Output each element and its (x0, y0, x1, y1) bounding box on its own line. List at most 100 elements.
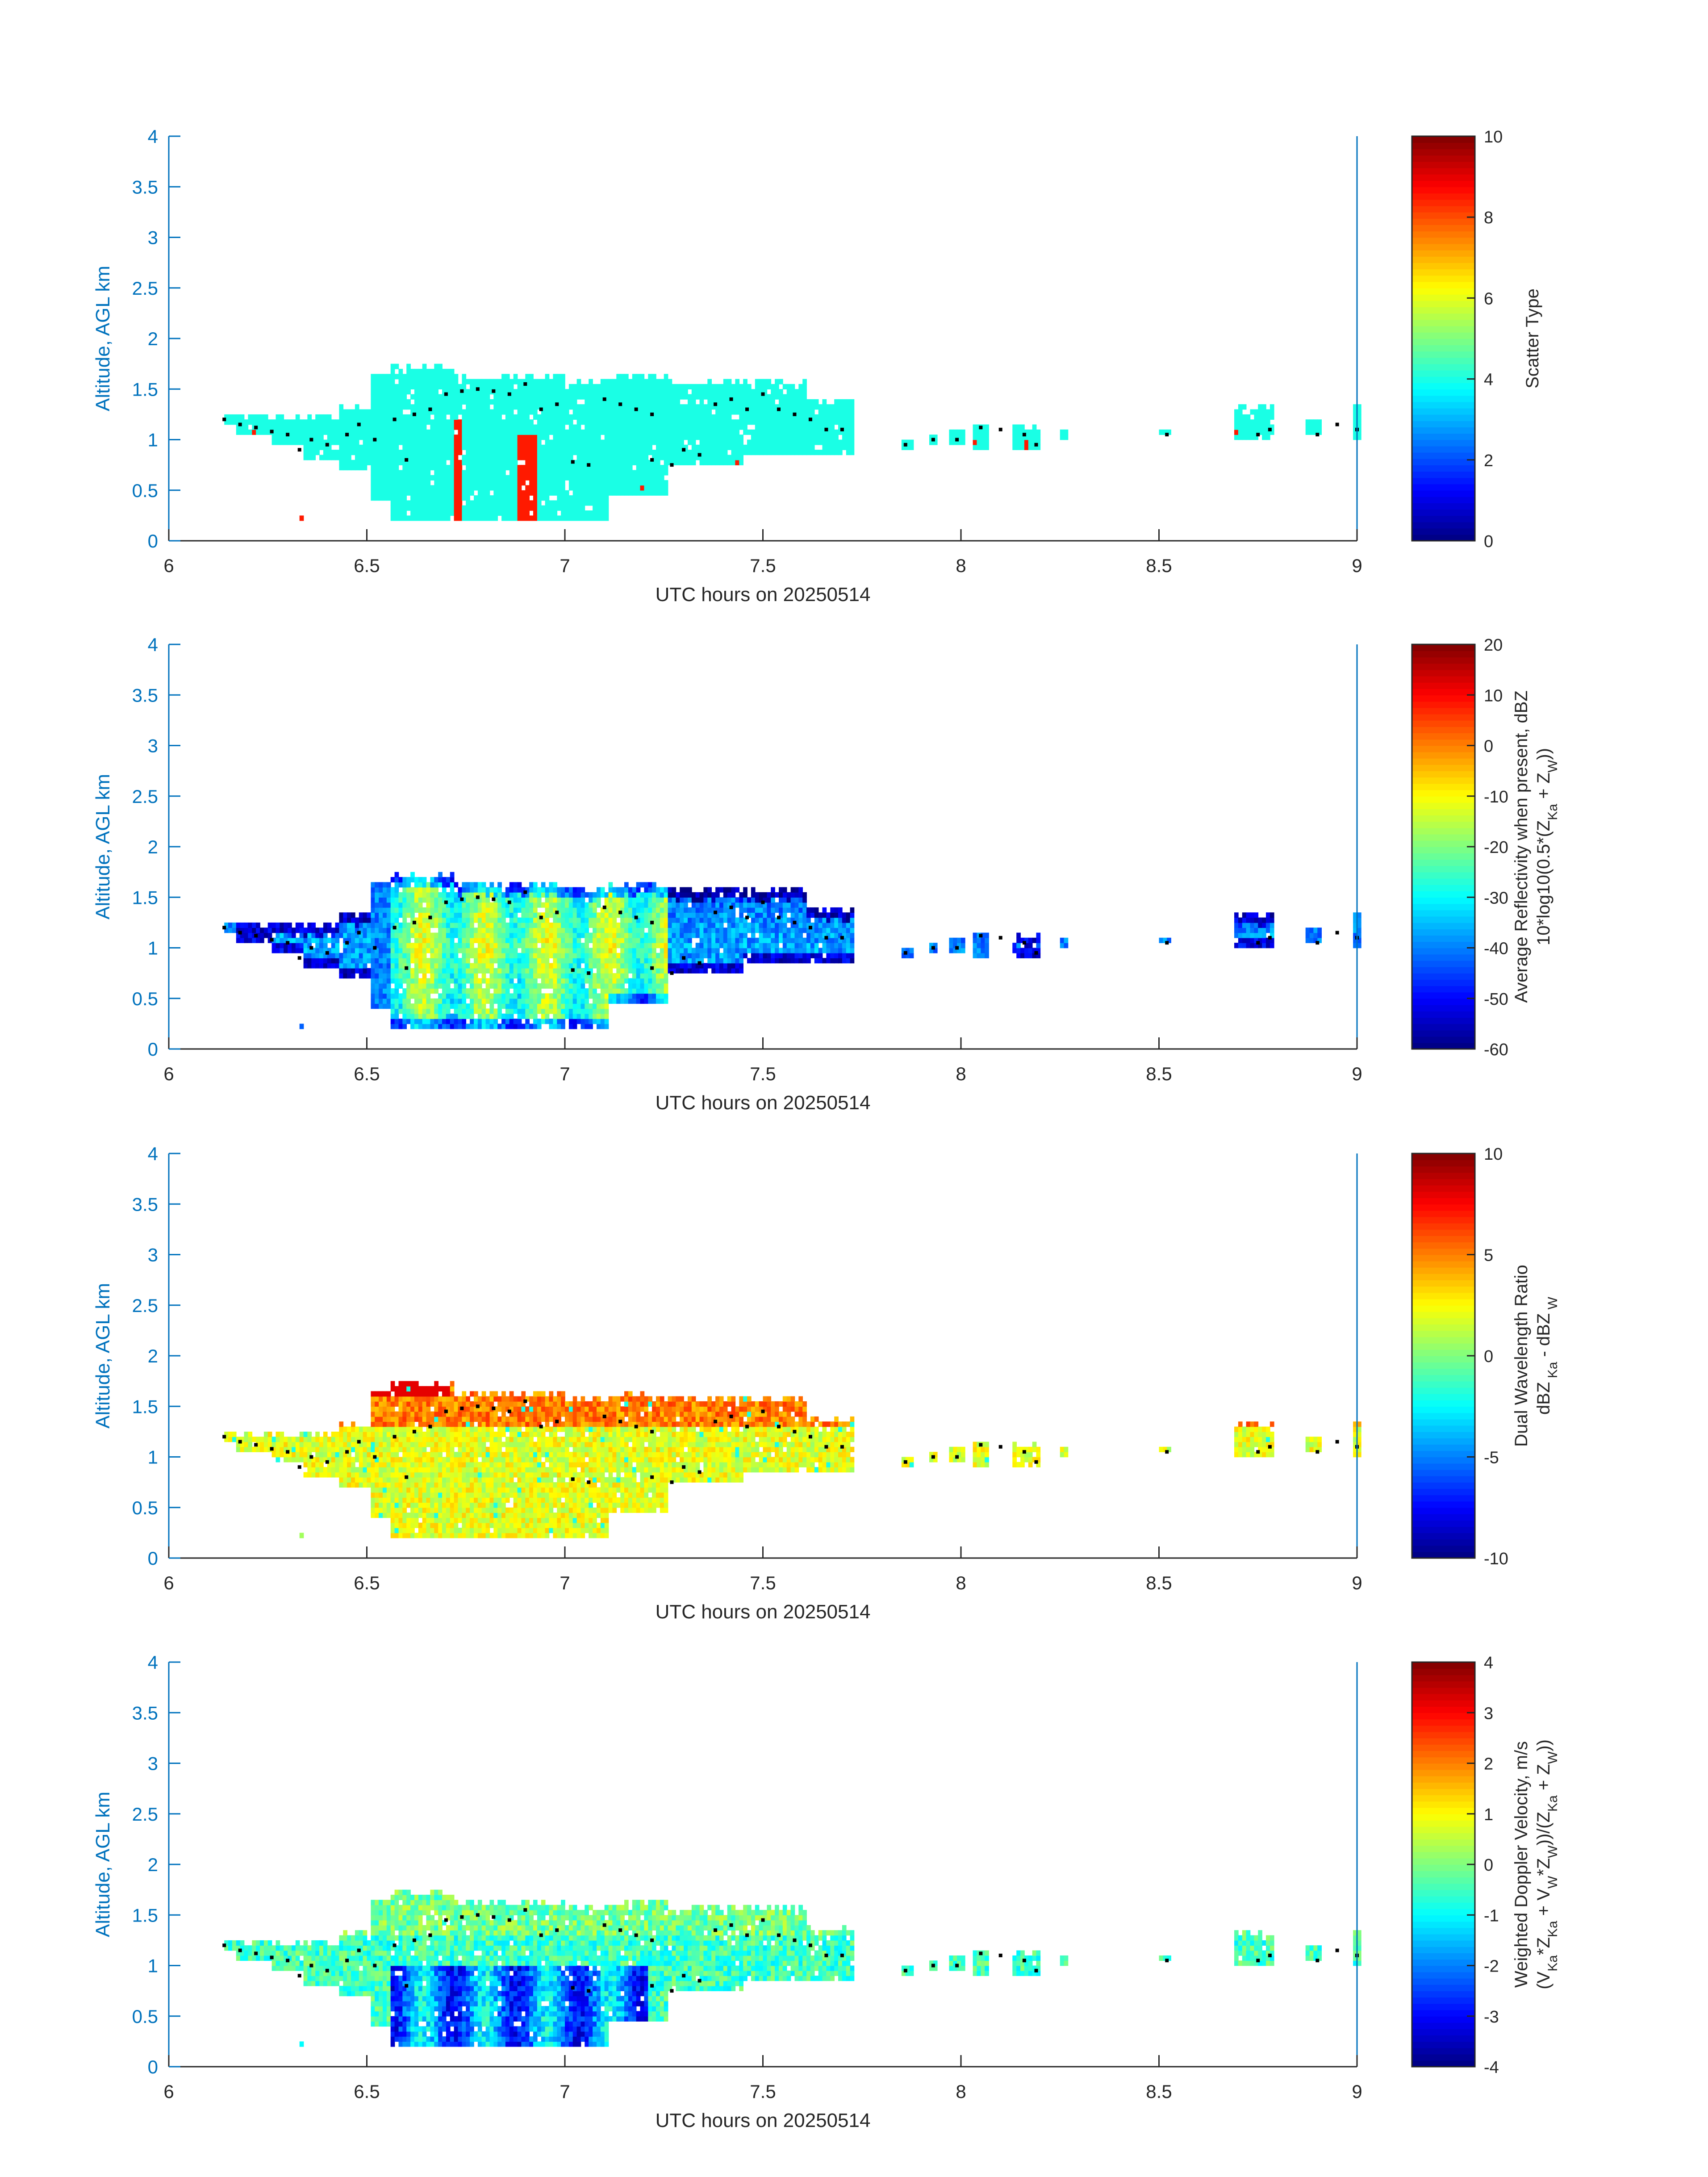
heatmap-cell (640, 460, 645, 465)
heatmap-cell (739, 460, 743, 465)
heatmap-cell (656, 409, 660, 415)
heatmap-cell (489, 983, 494, 989)
heatmap-cell (656, 439, 660, 445)
heatmap-cell (406, 1003, 411, 1009)
heatmap-cell (477, 902, 482, 908)
heatmap-cell (513, 988, 518, 994)
heatmap-cell (442, 389, 447, 395)
heatmap-cell (355, 937, 359, 943)
heatmap-cell (545, 892, 550, 898)
colorbar-swatch (1412, 496, 1475, 503)
heatmap-cell (438, 917, 443, 923)
heatmap-cell (537, 435, 542, 440)
heatmap-cell (525, 948, 530, 953)
heatmap-cell (763, 424, 768, 430)
heatmap-cell (553, 953, 558, 958)
heatmap-cell (466, 928, 470, 933)
heatmap-cell (576, 1019, 581, 1024)
heatmap-cell (699, 409, 704, 415)
heatmap-cell (505, 907, 510, 913)
heatmap-cell (593, 460, 597, 465)
heatmap-cell (719, 389, 724, 395)
heatmap-cell (525, 1013, 530, 1019)
heatmap-cell (529, 968, 534, 974)
heatmap-cell (430, 953, 435, 958)
heatmap-cell (390, 907, 395, 913)
heatmap-cell (414, 958, 419, 964)
heatmap-cell (323, 455, 328, 460)
heatmap-cell (846, 444, 851, 450)
heatmap-cell (414, 928, 419, 933)
heatmap-cell (644, 419, 649, 425)
heatmap-cell (481, 1019, 486, 1024)
heatmap-cell (430, 917, 435, 923)
heatmap-cell (505, 897, 510, 903)
heatmap-cell (624, 374, 629, 380)
melting-layer-dot (931, 438, 935, 442)
heatmap-cell (422, 1019, 427, 1024)
heatmap-cell (351, 460, 355, 465)
heatmap-cell (699, 389, 704, 395)
heatmap-cell (438, 409, 443, 415)
heatmap-cell (489, 968, 494, 974)
heatmap-cell (806, 424, 811, 430)
heatmap-cell (359, 922, 363, 928)
heatmap-cell (474, 470, 478, 476)
heatmap-cell (688, 460, 692, 465)
heatmap-cell (434, 978, 438, 984)
heatmap-cell (644, 404, 649, 410)
heatmap-cell (743, 389, 748, 395)
heatmap-cell (442, 429, 447, 435)
heatmap-cell (585, 480, 589, 486)
heatmap-cell (446, 897, 451, 903)
heatmap-cell (394, 460, 399, 465)
heatmap-cell (462, 892, 467, 898)
heatmap-cell (497, 958, 502, 964)
heatmap-cell (747, 404, 752, 410)
heatmap-cell (842, 424, 847, 430)
heatmap-cell (644, 485, 649, 491)
heatmap-cell (426, 993, 431, 999)
heatmap-cell (470, 993, 474, 999)
heatmap-cell (616, 384, 621, 389)
heatmap-cell (1317, 419, 1322, 425)
heatmap-cell (485, 912, 490, 918)
heatmap-cell (644, 394, 649, 400)
heatmap-cell (612, 439, 617, 445)
heatmap-cell (652, 394, 656, 400)
heatmap-cell (1020, 435, 1025, 440)
heatmap-cell (481, 978, 486, 984)
heatmap-cell (525, 988, 530, 994)
heatmap-cell (347, 937, 351, 943)
heatmap-cell (759, 394, 764, 400)
heatmap-cell (533, 500, 538, 506)
heatmap-cell (739, 439, 743, 445)
heatmap-cell (394, 409, 399, 415)
melting-layer-dot (393, 418, 397, 422)
heatmap-cell (414, 414, 419, 420)
heatmap-cell (497, 917, 502, 923)
heatmap-cell (699, 435, 704, 440)
heatmap-cell (450, 439, 455, 445)
heatmap-cell (632, 394, 637, 400)
heatmap-cell (474, 928, 478, 933)
heatmap-cell (545, 968, 550, 974)
heatmap-cell (323, 958, 328, 964)
heatmap-cell (565, 409, 569, 415)
heatmap-cell (379, 379, 383, 384)
heatmap-cell (608, 465, 613, 471)
heatmap-cell (525, 892, 530, 898)
heatmap-cell (600, 419, 605, 425)
heatmap-cell (572, 490, 577, 496)
heatmap-cell (981, 435, 985, 440)
heatmap-cell (462, 439, 467, 445)
heatmap-cell (386, 958, 391, 964)
heatmap-cell (410, 943, 415, 949)
heatmap-cell (529, 409, 534, 415)
heatmap-cell (668, 455, 672, 460)
heatmap-cell (517, 404, 522, 410)
heatmap-cell (585, 948, 589, 953)
heatmap-cell (509, 897, 514, 903)
heatmap-cell (545, 475, 550, 481)
heatmap-cell (644, 455, 649, 460)
